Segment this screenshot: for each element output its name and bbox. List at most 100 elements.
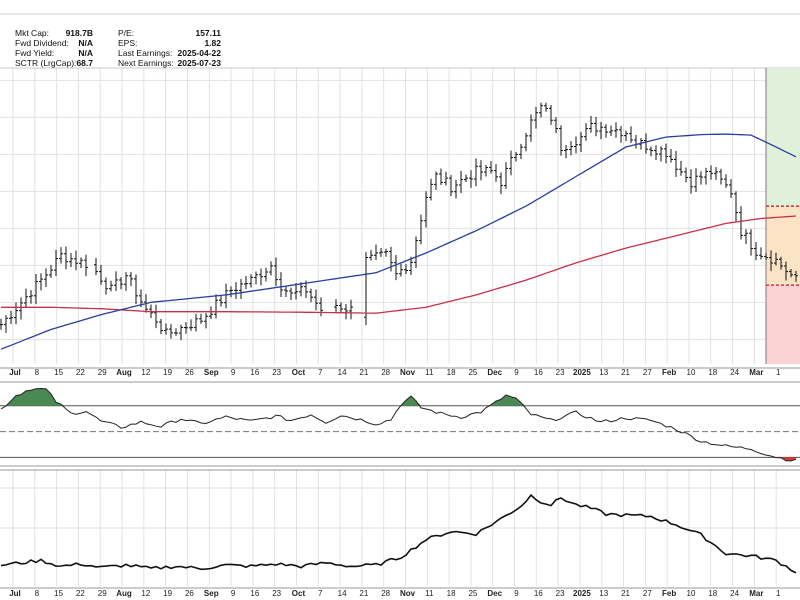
price-bar (274, 257, 278, 287)
x-tick-label: 10 (687, 589, 696, 598)
price-bar (769, 250, 773, 272)
price-bar (69, 253, 73, 268)
x-tick-label: Feb (662, 368, 676, 377)
x-tick-label: Aug (116, 589, 132, 598)
x-tick-label: 18 (447, 589, 456, 598)
x-tick-label: 15 (54, 368, 63, 377)
price-bar (44, 268, 48, 287)
stat-value-last-earnings: 2025-04-22 (178, 48, 222, 58)
price-bar (524, 133, 528, 152)
price-bar (204, 313, 208, 329)
price-bar (309, 288, 313, 303)
price-bar (99, 264, 103, 285)
chart-grid (0, 13, 800, 586)
x-tick-label: Oct (292, 589, 306, 598)
x-tick-label: 19 (163, 589, 172, 598)
stat-label-fwd-yield: Fwd Yield: (15, 48, 54, 58)
price-bar (154, 304, 158, 329)
x-tick-label: 16 (534, 589, 543, 598)
x-tick-label: 26 (185, 589, 194, 598)
price-bar (564, 145, 568, 159)
price-bar (544, 102, 548, 112)
price-bar (84, 254, 88, 277)
x-tick-label: 7 (318, 589, 323, 598)
x-tick-label: Mar (749, 589, 763, 598)
stat-value-fwd-dividend: N/A (78, 38, 93, 48)
x-tick-label: 2025 (573, 589, 591, 598)
price-bar (719, 168, 723, 185)
price-bar (104, 277, 108, 295)
price-bar (219, 295, 223, 307)
stats-panel: Mkt Cap: 918.7B Fwd Dividend: N/A Fwd Yi… (15, 28, 221, 68)
x-tick-label: 1 (776, 589, 781, 598)
x-tick-label: Nov (400, 589, 416, 598)
x-tick-label: 11 (425, 368, 434, 377)
price-bar (164, 323, 168, 335)
x-tick-label: 24 (730, 589, 739, 598)
price-bar (254, 271, 258, 285)
price-bar (744, 229, 748, 244)
price-bar (249, 274, 253, 288)
price-bar (784, 261, 788, 281)
price-bar (774, 252, 778, 266)
x-tick-label: 16 (250, 368, 259, 377)
price-bar (184, 322, 188, 334)
price-bar (339, 302, 343, 313)
x-tick-label: Oct (292, 368, 306, 377)
x-tick-label: 27 (643, 368, 652, 377)
x-tick-label: 23 (272, 589, 281, 598)
price-bar (399, 263, 403, 277)
price-bar (244, 276, 248, 290)
price-bar (74, 250, 78, 271)
price-bar (224, 283, 228, 309)
x-tick-label: 13 (599, 589, 608, 598)
stat-label-sctr: SCTR (LrgCap): (15, 58, 76, 68)
price-bar (589, 115, 593, 133)
price-bar (649, 146, 653, 157)
price-bar (314, 289, 318, 311)
price-bar (669, 148, 673, 163)
x-tick-label: Dec (487, 368, 502, 377)
stat-value-mkt-cap: 918.7B (66, 28, 93, 38)
price-bar (4, 315, 8, 333)
zone-zone_red (766, 285, 800, 364)
stat-label-pe: P/E: (118, 28, 134, 38)
price-bar (794, 270, 798, 282)
price-bar (484, 164, 488, 177)
price-bar (609, 125, 613, 136)
price-bar (509, 150, 513, 176)
x-tick-label: 24 (730, 368, 739, 377)
price-bar (569, 141, 573, 156)
price-bar (559, 125, 563, 156)
x-tick-label: Aug (116, 368, 132, 377)
stat-label-eps: EPS: (118, 38, 137, 48)
x-tick-label: 21 (359, 589, 368, 598)
price-bar (714, 167, 718, 180)
price-bar (724, 174, 728, 188)
x-tick-label: Sep (204, 368, 219, 377)
price-bar (644, 133, 648, 154)
price-bar (619, 126, 623, 143)
price-bar (49, 264, 53, 278)
price-bar (579, 131, 583, 152)
price-bar (729, 179, 733, 198)
price-bar (9, 310, 13, 324)
x-tick-label: 28 (381, 589, 390, 598)
price-bar (24, 288, 28, 309)
x-tick-label: 19 (163, 368, 172, 377)
x-tick-label: 9 (514, 368, 519, 377)
price-bar (259, 268, 263, 286)
price-bar (469, 170, 473, 188)
price-bar (299, 282, 303, 297)
price-bar (539, 102, 543, 118)
price-bar (554, 117, 558, 134)
price-bar (424, 191, 428, 228)
price-bar (19, 297, 23, 320)
price-bar (234, 282, 238, 299)
price-bar (169, 324, 173, 339)
price-bar (614, 122, 618, 138)
price-bar (674, 150, 678, 177)
price-bar (189, 319, 193, 331)
